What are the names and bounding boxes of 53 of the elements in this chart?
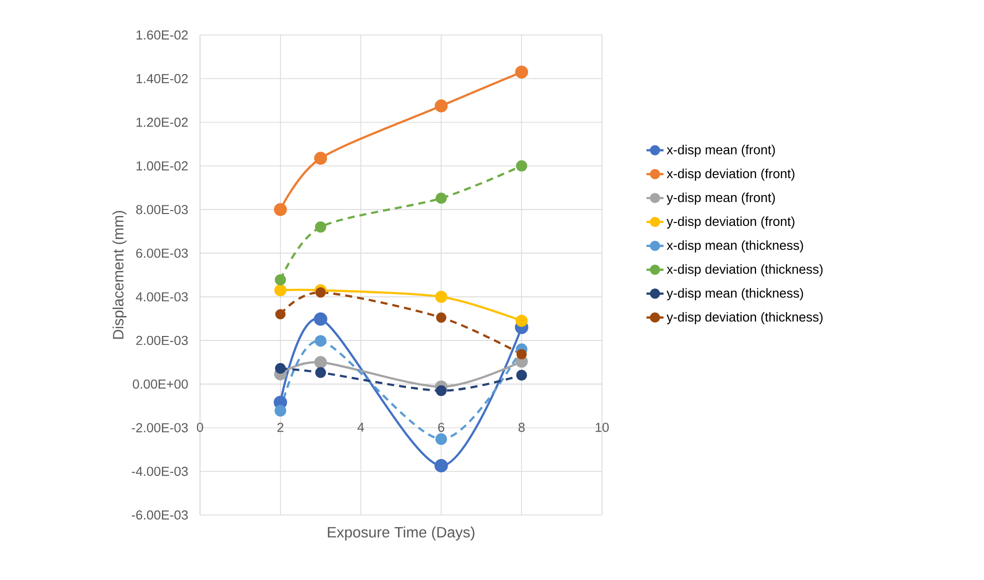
y-tick-label: 2.00E-03: [136, 336, 188, 346]
point: [436, 385, 447, 396]
x-tick-label: 0: [196, 422, 204, 432]
point: [315, 221, 326, 233]
point: [274, 284, 286, 296]
y-tick-label: 6.00E-03: [136, 248, 188, 258]
x-tick-label: 6: [438, 422, 444, 432]
point: [314, 312, 328, 326]
point: [314, 356, 327, 369]
legend-label: x-disp mean (thickness): [666, 240, 804, 253]
legend-label: x-disp deviation (front): [666, 168, 794, 181]
y-tick-label: 0.00E+00: [132, 379, 188, 389]
point: [274, 404, 286, 417]
point: [314, 335, 326, 347]
x-tick-label: 2: [277, 422, 284, 432]
point: [275, 363, 286, 374]
point: [435, 290, 448, 303]
point: [515, 66, 528, 79]
legend-label: y-disp mean (front): [666, 192, 775, 205]
point: [315, 367, 326, 378]
y-tick-label: -4.00E-03: [132, 466, 188, 476]
legend-label: y-disp deviation (thickness): [666, 312, 823, 324]
point: [516, 314, 528, 327]
legend-label: y-disp deviation (front): [666, 216, 794, 229]
y-axis-title: Displacement (mm): [112, 210, 126, 339]
point: [516, 160, 528, 172]
y-tick-label: 1.00E-02: [136, 161, 188, 171]
point: [436, 312, 446, 323]
point: [274, 203, 287, 216]
legend-label: x-disp deviation (thickness): [666, 264, 823, 276]
point: [275, 309, 286, 320]
x-axis-title: Exposure Time (Days): [328, 526, 474, 540]
point: [434, 99, 448, 112]
y-tick-label: 8.00E-03: [136, 204, 188, 214]
y-tick-label: -2.00E-03: [132, 423, 188, 432]
x-tick-label: 8: [518, 422, 525, 432]
legend-label: y-disp mean (thickness): [666, 288, 804, 300]
y-tick-label: -6.00E-03: [132, 510, 188, 520]
x-tick-label: 4: [357, 422, 364, 432]
point: [516, 370, 527, 381]
point: [435, 433, 448, 445]
y-tick-label: 1.20E-02: [136, 118, 188, 127]
point: [315, 287, 326, 298]
y-tick-label: 4.00E-03: [136, 292, 188, 302]
legend-label: x-disp mean (front): [666, 144, 775, 157]
y-tick-label: 1.40E-02: [136, 74, 188, 84]
point: [274, 274, 286, 286]
y-tick-label: 1.60E-02: [136, 30, 188, 40]
point: [516, 349, 527, 360]
x-tick-label: 10: [596, 422, 609, 432]
point: [314, 152, 328, 165]
point: [436, 192, 447, 204]
point: [434, 458, 448, 472]
